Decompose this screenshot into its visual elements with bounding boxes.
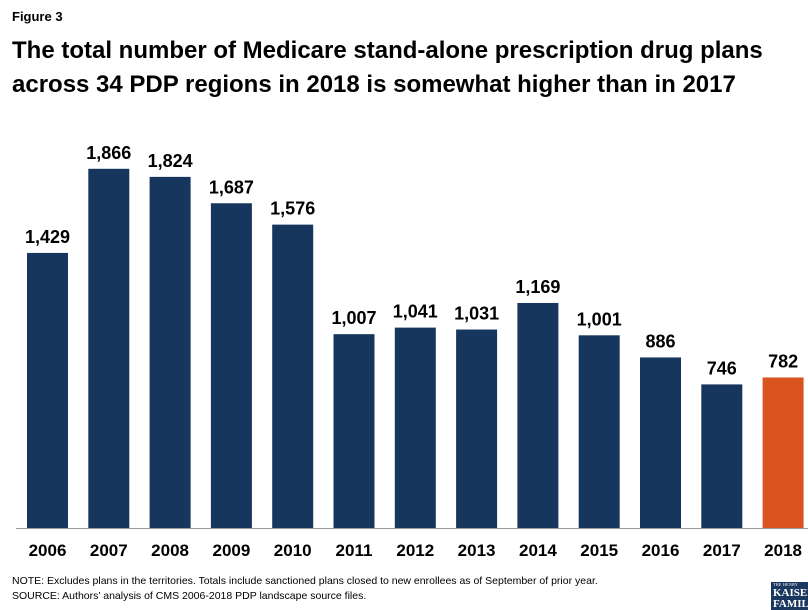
data-label-2006: 1,429	[25, 227, 70, 247]
logo-line2: FAMILY	[773, 598, 808, 610]
data-label-2014: 1,169	[515, 277, 560, 297]
x-tick-2014: 2014	[519, 541, 557, 560]
x-tick-2011: 2011	[336, 541, 373, 560]
bar-2012	[394, 327, 436, 528]
bar-2006	[27, 252, 68, 529]
data-label-2009: 1,687	[209, 177, 254, 197]
logo-small-text: THE HENRY	[773, 582, 799, 587]
x-tick-2013: 2013	[458, 541, 496, 560]
data-label-2018: 782	[768, 351, 798, 371]
bar-2009	[210, 203, 252, 528]
data-label-2010: 1,576	[270, 199, 315, 219]
figure-label: Figure 3	[12, 9, 63, 24]
data-label-2015: 1,001	[577, 309, 622, 329]
footnote: NOTE: Excludes plans in the territories.…	[12, 574, 752, 604]
source-text: SOURCE: Authors’ analysis of CMS 2006-20…	[12, 590, 367, 602]
note-text: NOTE: Excludes plans in the territories.…	[12, 575, 598, 587]
x-tick-2007: 2007	[90, 541, 128, 560]
x-tick-2016: 2016	[642, 541, 680, 560]
data-label-2013: 1,031	[454, 304, 499, 324]
bar-2015	[578, 335, 620, 528]
bar-2010	[272, 224, 314, 528]
x-tick-2009: 2009	[212, 541, 250, 560]
bar-2014	[517, 302, 559, 528]
logo-line1: KAISER	[773, 587, 808, 599]
x-tick-2018: 2018	[764, 541, 802, 560]
data-label-2008: 1,824	[148, 151, 193, 171]
bar-2008	[149, 176, 191, 528]
data-label-2016: 886	[645, 331, 675, 351]
data-label-2007: 1,866	[86, 143, 131, 163]
x-tick-2010: 2010	[274, 541, 312, 560]
x-tick-2008: 2008	[151, 541, 189, 560]
x-tick-2006: 2006	[29, 541, 67, 560]
kff-logo: THE HENRY KAISER FAMILY	[771, 582, 808, 610]
bar-2007	[88, 168, 130, 529]
x-tick-2012: 2012	[396, 541, 434, 560]
bar-2013	[456, 329, 498, 528]
data-label-2011: 1,007	[331, 308, 376, 328]
bar-2016	[640, 357, 681, 528]
bar-2018	[762, 377, 804, 528]
x-tick-2017: 2017	[703, 541, 741, 560]
chart-title: The total number of Medicare stand-alone…	[12, 37, 763, 98]
x-tick-2015: 2015	[580, 541, 618, 560]
bar-2011	[333, 334, 375, 528]
bar-chart: 1,429 2006 1,866 2007 1,824 2008 1,687 2009 1,57…	[16, 143, 808, 560]
data-label-2017: 746	[707, 358, 737, 378]
bar-2017	[701, 384, 743, 528]
data-label-2012: 1,041	[393, 302, 438, 322]
